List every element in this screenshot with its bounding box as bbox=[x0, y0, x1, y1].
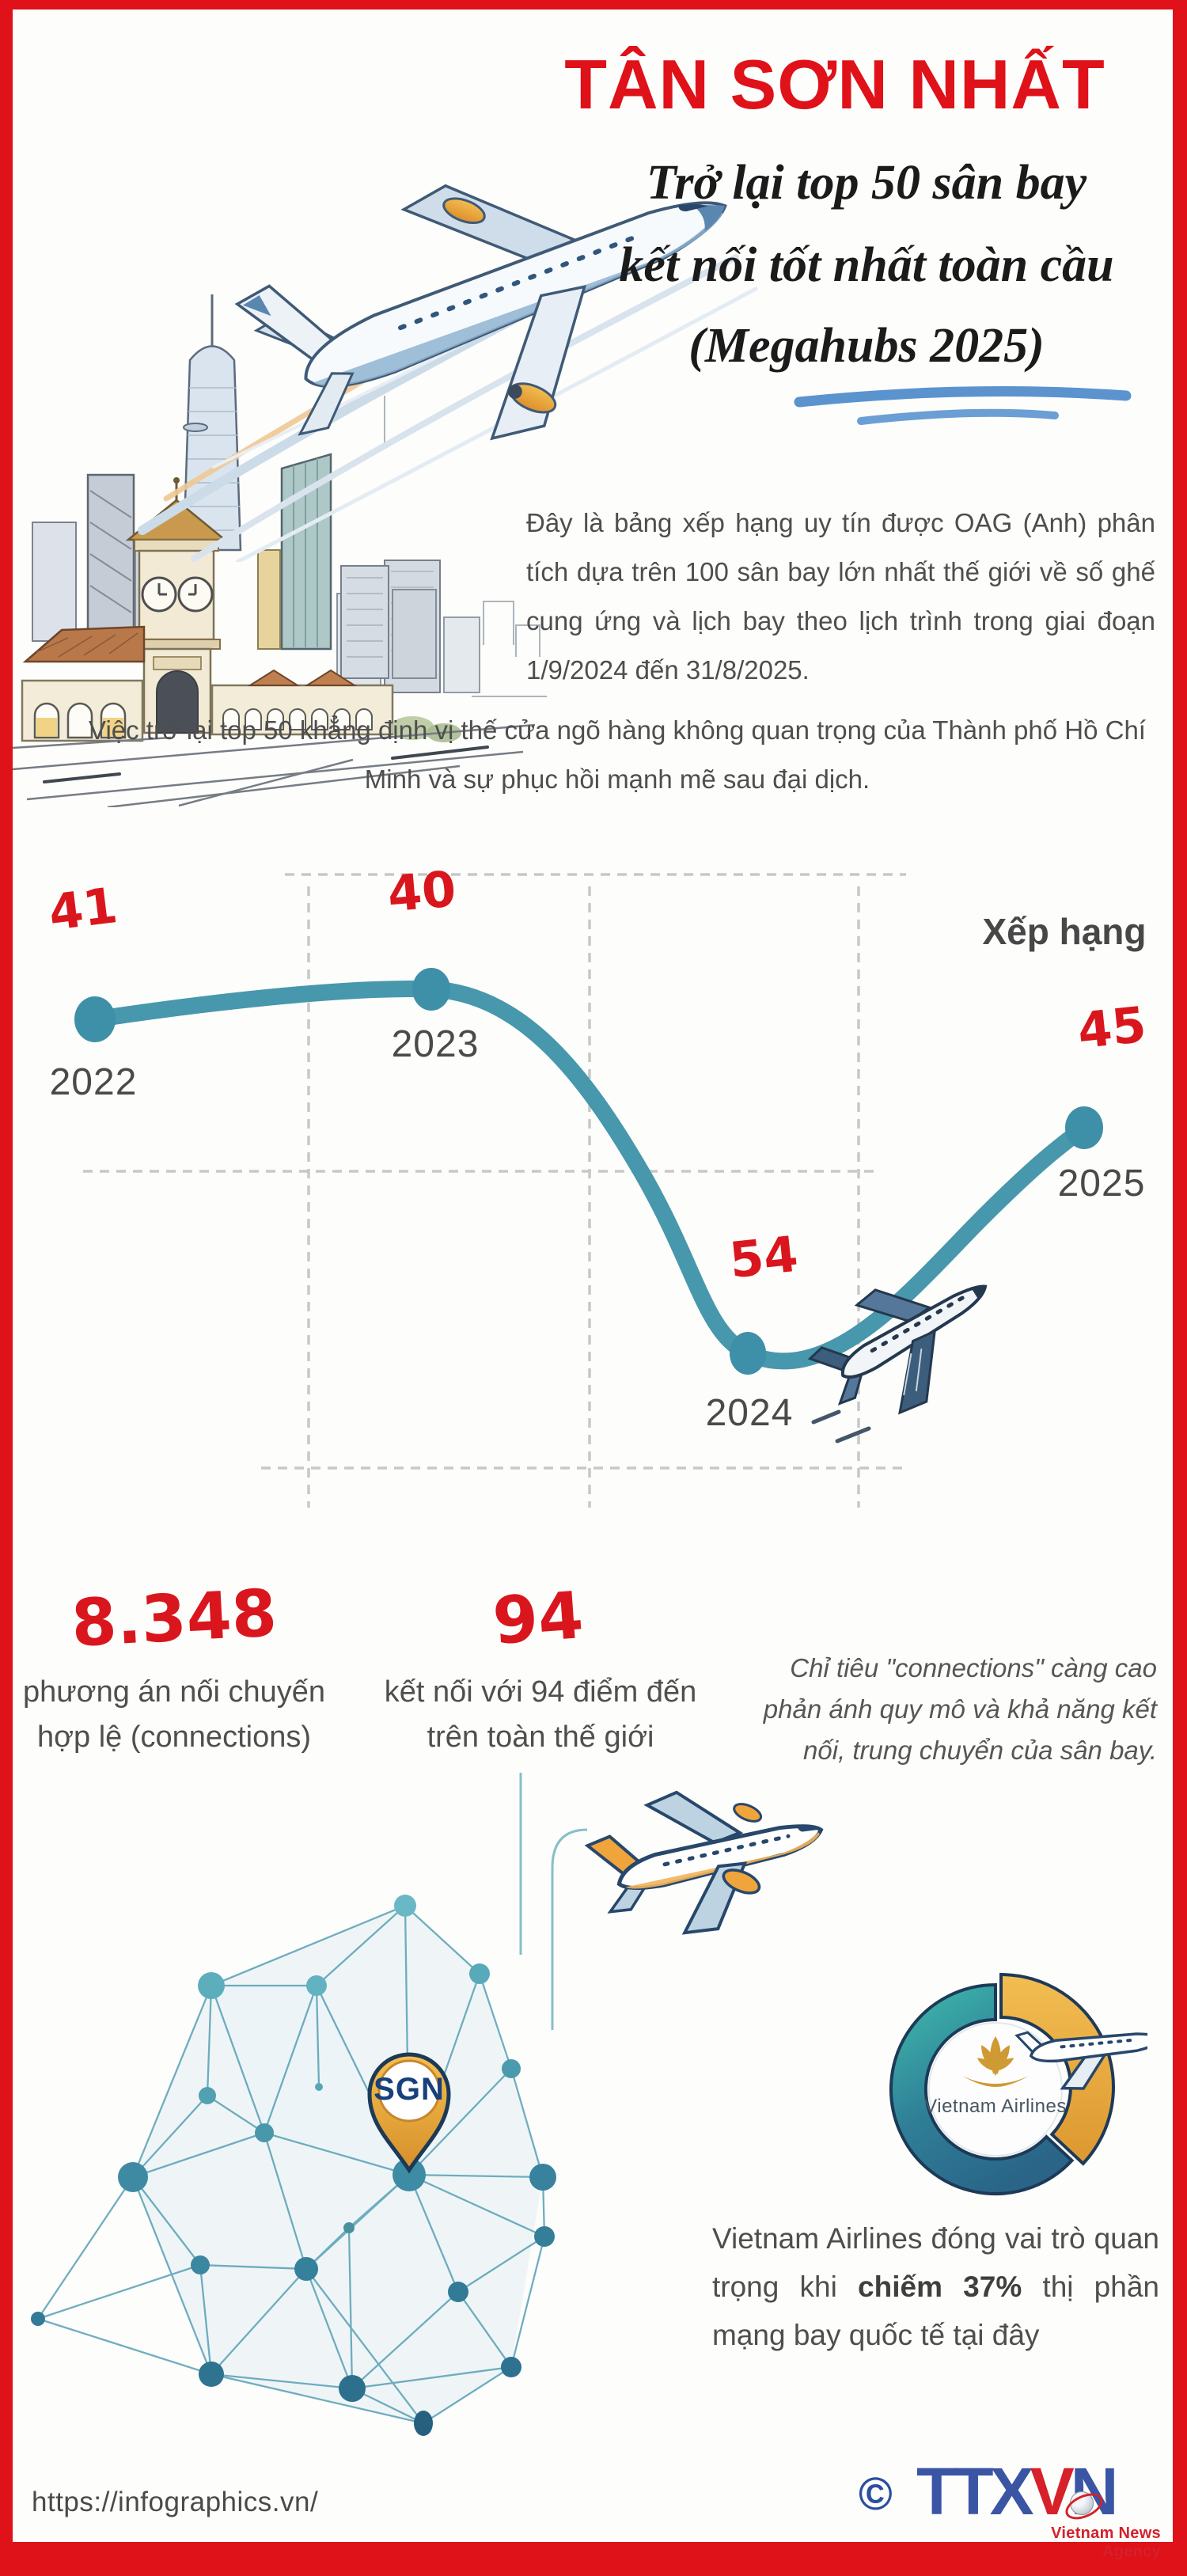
sgn-pin-icon bbox=[367, 2052, 451, 2174]
globe-icon bbox=[1070, 2491, 1094, 2515]
source-url[interactable]: https://infographics.vn/ bbox=[32, 2487, 319, 2517]
chart-value-2025: 45 bbox=[1075, 995, 1149, 1060]
stat-connections-value: 8.348 bbox=[70, 1576, 279, 1662]
vietnam-airlines-lotus-icon bbox=[962, 2036, 1029, 2087]
chart-title: Xếp hạng bbox=[982, 911, 1147, 952]
airplane-small-icon bbox=[1014, 2031, 1147, 2090]
frame-top bbox=[0, 0, 1187, 9]
stat-destinations-value: 94 bbox=[490, 1578, 586, 1660]
subtitle-line-3: (Megahubs 2025) bbox=[688, 319, 1045, 373]
market-share-donut-chart bbox=[889, 1972, 1147, 2195]
copyright-icon: © bbox=[859, 2468, 893, 2520]
vietnam-airlines-logo-text: Vietnam Airlines bbox=[924, 2096, 1067, 2117]
ttxvn-logo-subtitle: Vietnam News Agency bbox=[1051, 2525, 1161, 2560]
city-skyline-illustration bbox=[13, 294, 547, 807]
intro-paragraph-2: Việc trở lại top 50 khẳng định vị thế cử… bbox=[89, 715, 1146, 794]
chart-year-2022: 2022 bbox=[49, 1061, 138, 1103]
ttxvn-logo-ttx: TTX bbox=[916, 2454, 1034, 2529]
connections-note-line-1: Chỉ tiêu "connections" càng cao bbox=[790, 1653, 1157, 1683]
airplane-sketch-icon bbox=[807, 1284, 988, 1444]
chart-year-2025: 2025 bbox=[1057, 1163, 1146, 1205]
airline-share-caption: Vietnam Airlines đóng vai trò quan trọng… bbox=[712, 2214, 1159, 2359]
ttxvn-logo-v: V bbox=[1030, 2454, 1075, 2529]
chart-year-2024: 2024 bbox=[705, 1392, 794, 1434]
caption-text-after: thị phần mạng bay quốc tế tại đây bbox=[712, 2271, 1159, 2351]
connector-lines bbox=[519, 1773, 588, 2030]
caption-text-before: Vietnam Airlines đóng vai trò quan trọng… bbox=[712, 2222, 1159, 2303]
connections-note-line-3: nối, trung chuyển của sân bay. bbox=[802, 1736, 1157, 1765]
page-title: TÂN SƠN NHẤT bbox=[564, 45, 1105, 123]
ranking-line-chart bbox=[74, 873, 1103, 1508]
frame-left bbox=[0, 0, 13, 2576]
chart-value-2023: 40 bbox=[385, 859, 459, 924]
subtitle-line-2: kết nối tốt nhất toàn cầu bbox=[619, 238, 1114, 292]
stat-destinations-label-1: kết nối với 94 điểm đến bbox=[384, 1675, 697, 1709]
subtitle-underline-stroke bbox=[794, 386, 1132, 425]
caption-text-bold: chiếm 37% bbox=[858, 2271, 1022, 2303]
intro-paragraph: Đây là bảng xếp hạng uy tín được OAG (An… bbox=[526, 508, 1155, 685]
route-network-graphic bbox=[31, 1895, 556, 2436]
sgn-pin-label: SGN bbox=[374, 2072, 445, 2107]
stat-destinations-label-2: trên toàn thế giới bbox=[427, 1720, 654, 1754]
stat-connections-label-1: phương án nối chuyến bbox=[22, 1675, 326, 1709]
frame-right bbox=[1173, 0, 1187, 2576]
stat-connections-label-2: hợp lệ (connections) bbox=[37, 1720, 311, 1754]
connections-note-line-2: phản ánh quy mô và khả năng kết bbox=[763, 1694, 1157, 1724]
airplane-cartoon-icon bbox=[584, 1790, 824, 1935]
frame-bottom bbox=[0, 2542, 1187, 2576]
subtitle-line-1: Trở lại top 50 sân bay bbox=[646, 156, 1087, 210]
ttxvn-logo: TTXVN bbox=[916, 2453, 1118, 2530]
chart-year-2023: 2023 bbox=[391, 1023, 480, 1065]
airplane-takeoff-illustration bbox=[138, 184, 758, 562]
